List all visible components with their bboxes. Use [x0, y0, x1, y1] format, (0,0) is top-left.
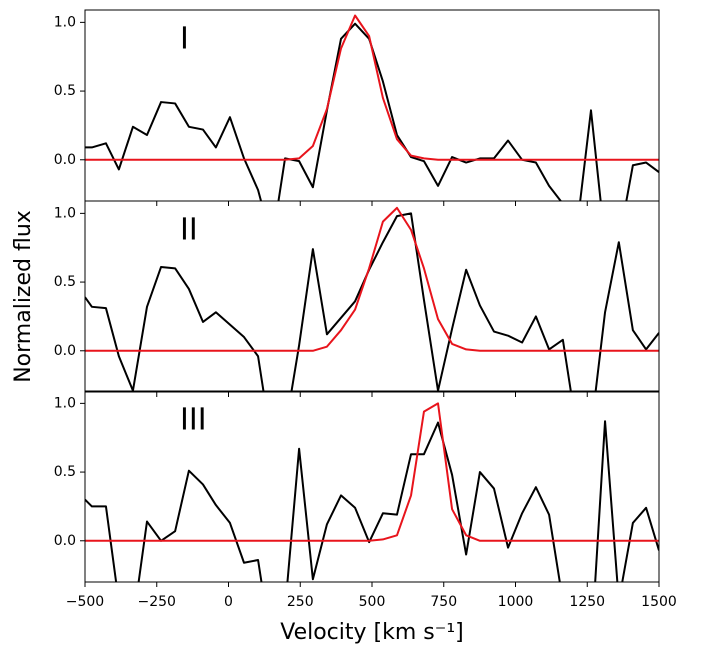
y-tick-label: 0.0	[54, 152, 76, 168]
series-line	[85, 14, 659, 161]
series-line	[85, 206, 659, 352]
x-tick-label: −250	[138, 594, 176, 610]
x-tick-label: 250	[287, 594, 314, 610]
panel-label: II	[180, 213, 198, 248]
y-tick-label: 0.5	[54, 83, 76, 99]
x-tick-label: 500	[359, 594, 386, 610]
panel-frame	[84, 390, 660, 583]
x-tick-label: 750	[430, 594, 457, 610]
y-tick-label: 1.0	[54, 395, 76, 411]
plot-area	[85, 14, 659, 201]
series-line	[85, 402, 659, 542]
y-axis-label: Normalized flux	[11, 210, 36, 383]
panel-label: III	[180, 403, 207, 438]
x-tick-label: 1250	[569, 594, 605, 610]
plot-area	[85, 402, 659, 582]
panel-frame	[84, 9, 660, 202]
series-line	[85, 420, 659, 582]
panel-frame	[84, 200, 660, 393]
y-tick-label: 0.0	[54, 533, 76, 549]
y-tick-label: 1.0	[54, 205, 76, 221]
x-tick-label: 1000	[498, 594, 534, 610]
y-tick-label: 0.0	[54, 343, 76, 359]
x-tick-label: 0	[224, 594, 233, 610]
x-tick-label: −500	[66, 594, 104, 610]
y-tick-label: 1.0	[54, 14, 76, 30]
plot-area	[85, 206, 659, 392]
panel-label: I	[180, 22, 189, 57]
series-line	[85, 212, 659, 392]
series-line	[85, 22, 659, 201]
y-tick-label: 0.5	[54, 274, 76, 290]
y-tick-label: 0.5	[54, 464, 76, 480]
x-tick-label: 1500	[641, 594, 677, 610]
x-axis-label: Velocity [km s⁻¹]	[280, 620, 464, 645]
